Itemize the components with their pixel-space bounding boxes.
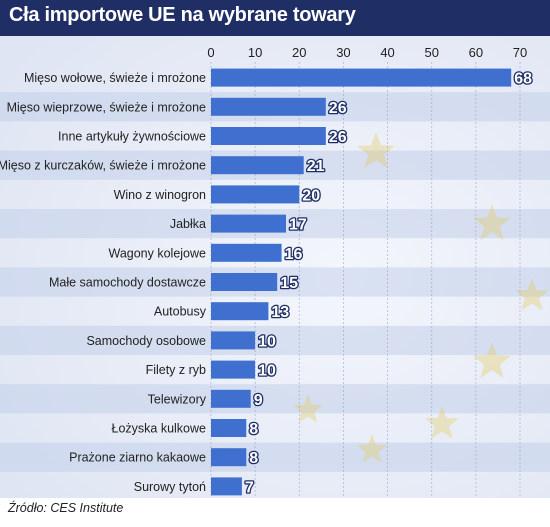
category-label: Prażone ziarno kakaowe: [69, 451, 206, 465]
bar: [211, 477, 242, 496]
category-label: Telewizory: [148, 392, 207, 406]
value-label: 10: [258, 333, 276, 350]
category-label: Mięso z kurczaków, świeże i mrożone: [0, 159, 206, 173]
category-label: Małe samochody dostawcze: [49, 276, 206, 290]
bar: [211, 419, 247, 437]
tick-label: 30: [336, 45, 350, 60]
category-label: Inne artykuły żywnościowe: [58, 130, 206, 144]
row-stripe: [0, 325, 550, 355]
title-bar: Cła importowe UE na wybrane towary: [0, 0, 550, 36]
category-label: Autobusy: [154, 305, 207, 319]
tick-label: 0: [207, 45, 214, 60]
value-label: 7: [245, 479, 254, 496]
value-label: 26: [329, 100, 347, 117]
source-note: Źródło: CES Institute: [8, 501, 124, 515]
value-label: 10: [258, 363, 276, 380]
row-stripe: [0, 442, 550, 472]
category-label: Jabłka: [170, 217, 206, 231]
bar: [211, 185, 300, 204]
tick-label: 40: [380, 45, 394, 60]
bars: [211, 68, 512, 496]
tick-label: 60: [469, 45, 483, 60]
x-axis-ticks: 0 10 20 30 40 50 60 70: [207, 45, 527, 60]
tick-label: 10: [248, 45, 262, 60]
category-label: Surowy tytoń: [134, 480, 206, 494]
row-stripe: [0, 384, 550, 414]
category-label: Mięso wieprzowe, świeże i mrożone: [7, 100, 206, 114]
value-label: 26: [329, 129, 347, 146]
value-label: 16: [285, 246, 303, 263]
value-label: 13: [271, 304, 289, 321]
category-label: Mięso wołowe, świeże i mrożone: [24, 71, 206, 85]
bar: [211, 360, 256, 379]
value-label: 20: [302, 187, 320, 204]
star-icon: [473, 342, 511, 379]
bar: [211, 214, 286, 233]
category-label: Łożyska kulkowe: [112, 422, 207, 436]
tick-label: 70: [513, 45, 527, 60]
star-icon: [292, 394, 324, 423]
eu-stars: [292, 132, 550, 463]
bar: [211, 97, 326, 116]
chart-title: Cła importowe UE na wybrane towary: [9, 4, 356, 26]
bar: [211, 273, 278, 291]
category-label: Samochody osobowe: [86, 334, 206, 348]
value-label: 15: [280, 275, 298, 292]
category-label: Wino z winogron: [114, 188, 206, 202]
value-label: 8: [249, 421, 258, 438]
star-icon: [356, 434, 388, 463]
value-label: 8: [249, 450, 258, 467]
bar: [211, 448, 247, 467]
bar: [211, 68, 512, 87]
bar: [211, 127, 326, 145]
value-label: 9: [254, 392, 263, 409]
tick-label: 20: [292, 45, 306, 60]
bar: [211, 243, 282, 262]
star-icon: [473, 204, 511, 241]
value-label: 68: [514, 71, 532, 88]
category-label: Filety z ryb: [146, 363, 206, 377]
category-label: Wagony kolejowe: [108, 246, 206, 260]
category-labels: Mięso wołowe, świeże i mrożone Mięso wiep…: [0, 71, 207, 494]
bar: [211, 302, 269, 321]
star-icon: [514, 278, 550, 311]
bar: [211, 331, 256, 350]
value-label: 17: [289, 217, 307, 234]
bar: [211, 156, 304, 175]
bar: [211, 389, 251, 408]
value-label: 21: [307, 158, 325, 175]
star-icon: [357, 132, 395, 169]
footer-background: [0, 498, 550, 522]
star-icon: [424, 406, 460, 439]
tick-label: 50: [424, 45, 438, 60]
